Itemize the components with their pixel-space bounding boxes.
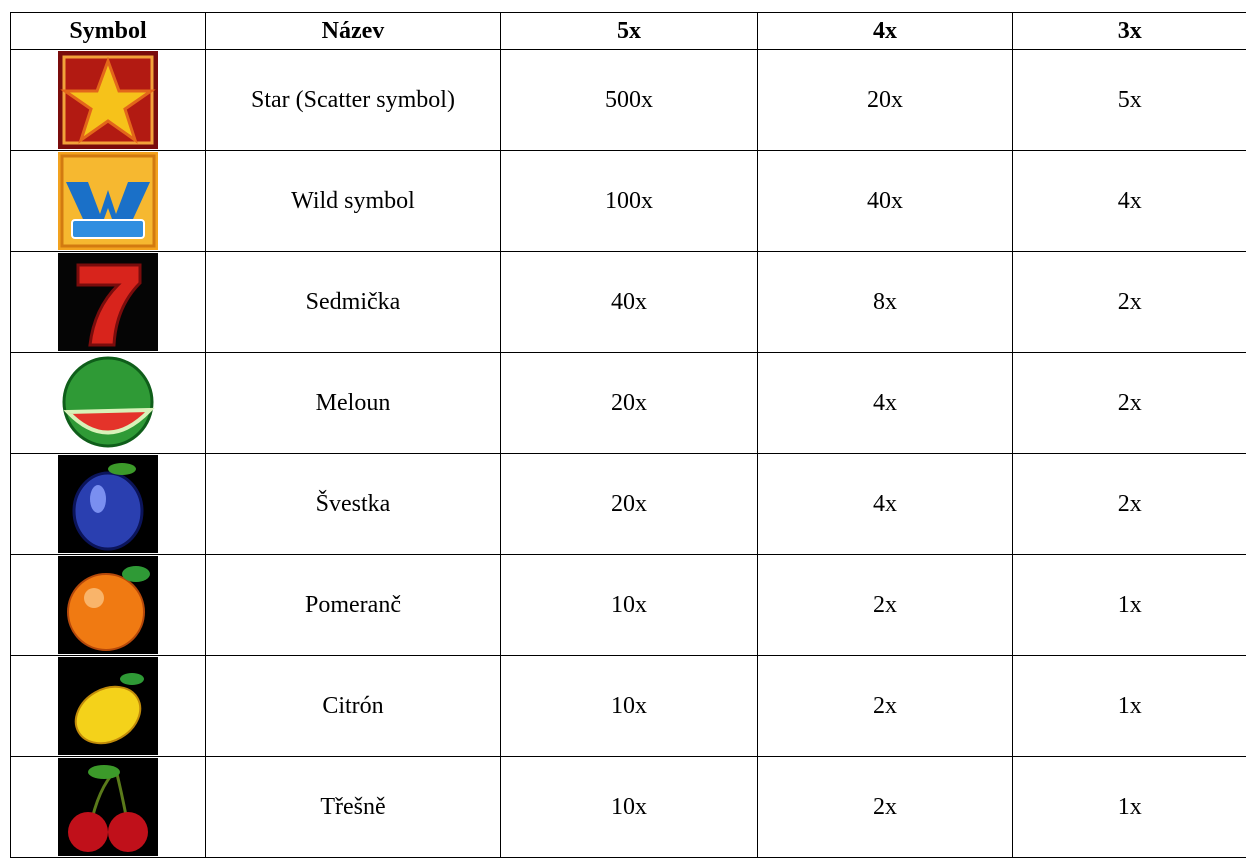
symbol-name: Pomeranč [205, 554, 501, 656]
payout: 2x [757, 756, 1013, 858]
payout: 4x [757, 453, 1013, 555]
symbol-icon [58, 657, 158, 755]
payout: 20x [757, 49, 1013, 151]
symbol-row: Meloun 20x 4x 2x [10, 352, 1246, 454]
symbol-cell [10, 352, 206, 454]
symbol-name: Sedmička [205, 251, 501, 353]
symbol-row: Švestka 20x 4x 2x [10, 453, 1246, 555]
symbol-icon [58, 253, 158, 351]
symbol-cell [10, 251, 206, 353]
payout: 2x [1012, 352, 1246, 454]
paytable: Symbol Název 5x 4x 3x Star (Scatter symbol) 5… [10, 12, 1246, 858]
payout: 40x [500, 251, 758, 353]
symbol-icon [58, 51, 158, 149]
payout: 1x [1012, 554, 1246, 656]
payout: 10x [500, 655, 758, 757]
payout: 5x [1012, 49, 1246, 151]
symbol-icon [58, 758, 158, 856]
column-header: 5x [500, 12, 758, 50]
symbol-row: Sedmička 40x 8x 2x [10, 251, 1246, 353]
header-row: Symbol Název 5x 4x 3x [10, 12, 1246, 50]
symbol-name: Star (Scatter symbol) [205, 49, 501, 151]
column-header: 4x [757, 12, 1013, 50]
payout: 500x [500, 49, 758, 151]
payout: 2x [1012, 251, 1246, 353]
payout: 10x [500, 756, 758, 858]
payout: 2x [757, 655, 1013, 757]
symbol-row: Wild symbol 100x 40x 4x [10, 150, 1246, 252]
payout: 100x [500, 150, 758, 252]
symbol-row: Citrón 10x 2x 1x [10, 655, 1246, 757]
symbol-name: Citrón [205, 655, 501, 757]
symbol-cell [10, 453, 206, 555]
column-header: 3x [1012, 12, 1246, 50]
symbol-cell [10, 655, 206, 757]
symbol-name: Meloun [205, 352, 501, 454]
symbol-cell [10, 554, 206, 656]
symbol-name: Švestka [205, 453, 501, 555]
payout: 8x [757, 251, 1013, 353]
symbol-row: Pomeranč 10x 2x 1x [10, 554, 1246, 656]
symbol-cell [10, 150, 206, 252]
symbol-row: Třešně 10x 2x 1x [10, 756, 1246, 858]
symbol-cell [10, 756, 206, 858]
payout: 2x [757, 554, 1013, 656]
payout: 2x [1012, 453, 1246, 555]
payout: 1x [1012, 655, 1246, 757]
payout: 40x [757, 150, 1013, 252]
symbol-icon [58, 152, 158, 250]
symbol-icon [58, 354, 158, 452]
column-header: Symbol [10, 12, 206, 50]
symbol-icon [58, 455, 158, 553]
symbol-row: Star (Scatter symbol) 500x 20x 5x [10, 49, 1246, 151]
payout: 4x [757, 352, 1013, 454]
payout: 10x [500, 554, 758, 656]
payout: 20x [500, 352, 758, 454]
payout: 1x [1012, 756, 1246, 858]
symbol-icon [58, 556, 158, 654]
symbol-name: Wild symbol [205, 150, 501, 252]
payout: 4x [1012, 150, 1246, 252]
payout: 20x [500, 453, 758, 555]
symbol-name: Třešně [205, 756, 501, 858]
symbol-cell [10, 49, 206, 151]
column-header: Název [205, 12, 501, 50]
